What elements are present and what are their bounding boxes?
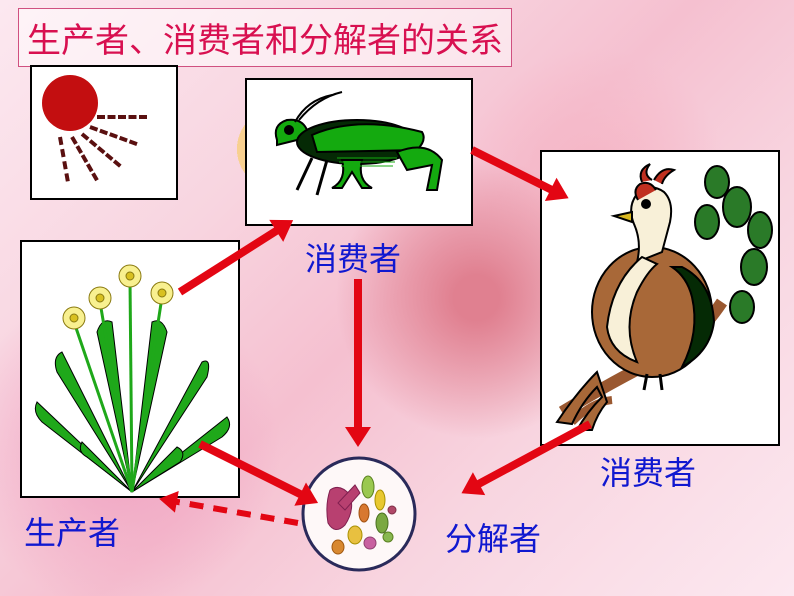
microbe-node xyxy=(300,455,418,573)
flow-arrow-3 xyxy=(354,279,362,431)
microbe-icon xyxy=(300,455,418,573)
label-consumer-grasshopper: 消费者 xyxy=(305,234,401,280)
sun-node xyxy=(30,65,178,200)
label-producer: 生产者 xyxy=(24,508,120,554)
bird-icon xyxy=(542,152,782,448)
page-title: 生产者、消费者和分解者的关系 xyxy=(18,8,512,67)
plant-icon xyxy=(22,242,242,500)
title-text: 生产者、消费者和分解者的关系 xyxy=(27,23,503,60)
bird-node xyxy=(540,150,780,446)
label-decomposer: 分解者 xyxy=(445,514,541,560)
label-consumer-bird: 消费者 xyxy=(600,448,696,494)
grasshopper-node xyxy=(245,78,473,226)
grasshopper-icon xyxy=(247,80,475,228)
